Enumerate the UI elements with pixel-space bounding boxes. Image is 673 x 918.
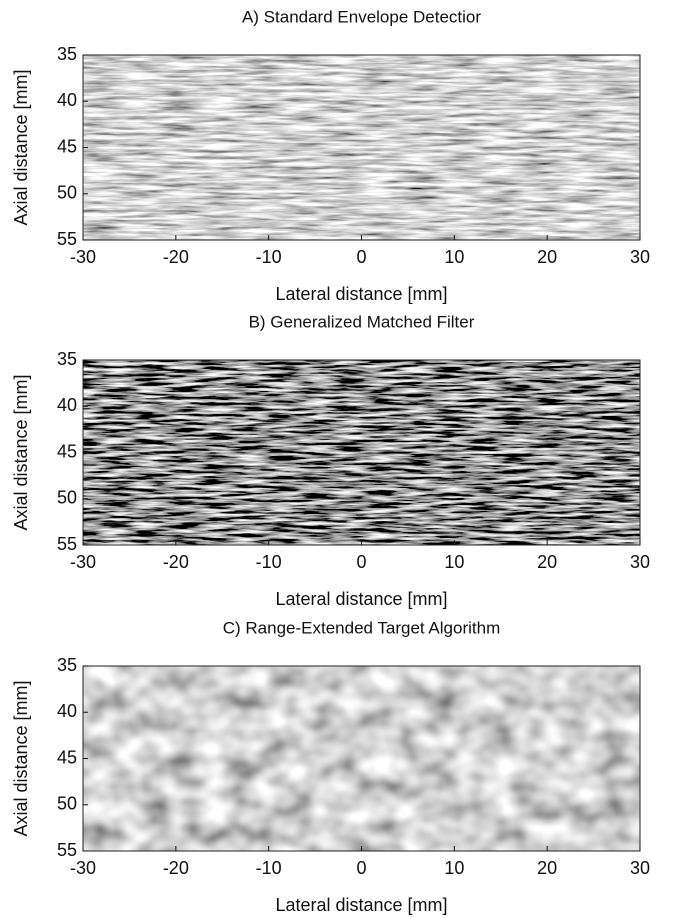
x-tick-label: -10	[256, 552, 282, 572]
y-tick-label: 50	[57, 488, 77, 508]
x-tick-label: 20	[537, 552, 557, 572]
x-axis-label: Lateral distance [mm]	[275, 895, 447, 915]
y-tick-label: 50	[57, 794, 77, 814]
x-tick-label: -20	[163, 858, 189, 878]
x-tick-label: -10	[256, 858, 282, 878]
panel-title: B) Generalized Matched Filter	[249, 312, 475, 331]
image	[83, 55, 640, 240]
y-tick-label: 40	[57, 90, 77, 110]
y-tick-label: 45	[57, 747, 77, 767]
y-axis-label: Axial distance [mm]	[11, 374, 31, 530]
y-tick-label: 55	[57, 229, 77, 249]
x-tick-label: -30	[70, 552, 96, 572]
x-tick-label: -10	[256, 247, 282, 267]
x-tick-label: 0	[356, 552, 366, 572]
x-tick-label: 30	[630, 858, 650, 878]
y-tick-label: 45	[57, 136, 77, 156]
x-tick-label: 10	[444, 858, 464, 878]
x-tick-label: -20	[163, 247, 189, 267]
x-tick-label: -30	[70, 858, 96, 878]
panel-title: C) Range-Extended Target Algorithm	[223, 618, 501, 637]
image	[83, 666, 640, 851]
y-axis-label: Axial distance [mm]	[11, 680, 31, 836]
x-tick-label: 10	[444, 552, 464, 572]
y-tick-label: 50	[57, 183, 77, 203]
y-axis-label: Axial distance [mm]	[11, 69, 31, 225]
x-tick-label: 20	[537, 858, 557, 878]
x-tick-label: 10	[444, 247, 464, 267]
y-tick-label: 35	[57, 44, 77, 64]
y-tick-label: 55	[57, 534, 77, 554]
x-tick-label: -20	[163, 552, 189, 572]
x-tick-label: 30	[630, 552, 650, 572]
y-tick-label: 40	[57, 395, 77, 415]
y-tick-label: 45	[57, 441, 77, 461]
x-tick-label: 0	[356, 247, 366, 267]
y-tick-label: 40	[57, 701, 77, 721]
x-tick-label: -30	[70, 247, 96, 267]
y-tick-label: 35	[57, 655, 77, 675]
image	[83, 360, 640, 545]
x-axis-label: Lateral distance [mm]	[275, 589, 447, 609]
y-tick-label: 35	[57, 349, 77, 369]
x-tick-label: 0	[356, 858, 366, 878]
x-tick-label: 30	[630, 247, 650, 267]
x-axis-label: Lateral distance [mm]	[275, 284, 447, 304]
x-tick-label: 20	[537, 247, 557, 267]
panel-title: A) Standard Envelope Detectior	[242, 7, 481, 26]
y-tick-label: 55	[57, 840, 77, 860]
